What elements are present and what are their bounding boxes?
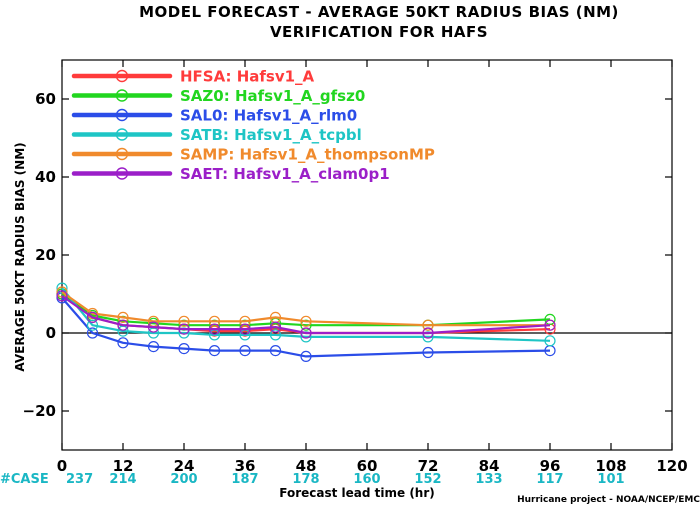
series-point [239,315,251,327]
series-point [544,335,556,347]
series-line [61,295,551,335]
chart-title: MODEL FORECAST - AVERAGE 50KT RADIUS BIA… [139,3,619,21]
series-line [61,293,551,327]
series-2 [56,288,556,331]
x-tick-label: 24 [174,457,195,475]
series-point [422,327,434,339]
y-tick-label: 0 [46,324,56,342]
x-tick-label: 120 [656,457,687,475]
series-point [178,323,190,335]
legend-entry: SAMP: Hafsv1_A_thompsonMP [71,146,435,164]
series-4 [56,282,556,347]
series-point [544,319,556,331]
legend-label: SAMP: Hafsv1_A_thompsonMP [180,146,435,164]
legend-label: SAET: Hafsv1_A_clam0p1 [180,165,390,183]
series-point [300,315,312,327]
legend-label: SAZ0: Hafsv1_A_gfsz0 [180,87,365,105]
series-point [300,350,312,362]
case-count: 133 [475,472,502,487]
case-count: 101 [597,472,624,487]
x-axis-title: Forecast lead time (hr) [279,486,435,500]
series-point [239,323,251,335]
case-count: 187 [231,472,258,487]
case-count: 237 [66,472,93,487]
x-tick-label: 60 [357,457,378,475]
chart-subtitle: VERIFICATION FOR HAFS [270,23,488,41]
legend-marker [115,147,129,161]
legend-marker [115,89,129,102]
series-point [208,323,221,335]
legend-entry: SAZ0: Hafsv1_A_gfsz0 [71,87,365,105]
credit-text: Hurricane project - NOAA/NCEP/EMC [517,495,700,505]
x-tick-label: 48 [296,457,317,475]
series-point [147,321,160,333]
series-point [239,345,251,357]
x-tick-label: 0 [57,457,67,475]
series-point [86,311,99,323]
plot-frame [61,59,673,451]
legend-entry: SAET: Hafsv1_A_clam0p1 [71,165,390,183]
y-tick-label: 60 [35,90,56,108]
legend-marker [115,69,129,83]
series-point [269,329,282,341]
y-tick-label: −20 [23,402,56,420]
legend-label: HFSA: Hafsv1_A [180,68,315,86]
legend-label: SAL0: Hafsv1_A_rlm0 [180,107,357,125]
series-6 [56,290,556,339]
case-count: 117 [536,472,563,487]
series-line [61,291,550,327]
case-count: 200 [170,472,197,487]
series-point [422,319,434,331]
y-axis-title: AVERAGE 50KT RADIUS BIAS (NM) [13,142,27,371]
series-point [422,346,434,359]
series-point [178,343,190,355]
x-tick-label: 84 [479,457,500,475]
legend-entry: HFSA: Hafsv1_A [71,68,315,86]
case-count: 214 [109,472,136,487]
series-point [86,327,99,339]
series-point [147,341,160,353]
y-tick-label: 20 [35,246,56,264]
legend-label: SATB: Hafsv1_A_tcpbl [180,126,362,144]
x-tick-label: 12 [113,457,134,475]
series-point [208,315,221,327]
x-tick-label: 72 [418,457,439,475]
series-5 [56,286,556,331]
y-axis-title-group: AVERAGE 50KT RADIUS BIAS (NM) [13,142,27,371]
case-count: 160 [353,472,380,487]
legend-entry: SATB: Hafsv1_A_tcpbl [71,126,362,144]
case-count: 178 [292,472,319,487]
case-count: 152 [414,472,441,487]
series-3 [56,292,556,362]
legend-marker [115,128,129,141]
series-point [269,321,282,333]
legend-marker [115,108,129,122]
series-line [61,297,551,358]
x-tick-label: 96 [540,457,561,475]
series-point [117,337,129,349]
case-count-label: #CASE [0,472,49,487]
series-point [300,327,312,339]
series-point [269,345,282,357]
series-point [117,319,129,331]
series-point [178,315,190,327]
series-point [86,319,99,331]
series-line [61,293,551,335]
series-point [56,290,68,302]
x-tick-label: 108 [595,457,626,475]
series-point [208,345,221,357]
series-line [61,287,551,342]
legend-entry: SAL0: Hafsv1_A_rlm0 [71,107,357,125]
series-point [117,311,129,323]
x-tick-label: 36 [235,457,256,475]
legend-marker [115,167,129,180]
y-tick-label: 40 [35,168,56,186]
